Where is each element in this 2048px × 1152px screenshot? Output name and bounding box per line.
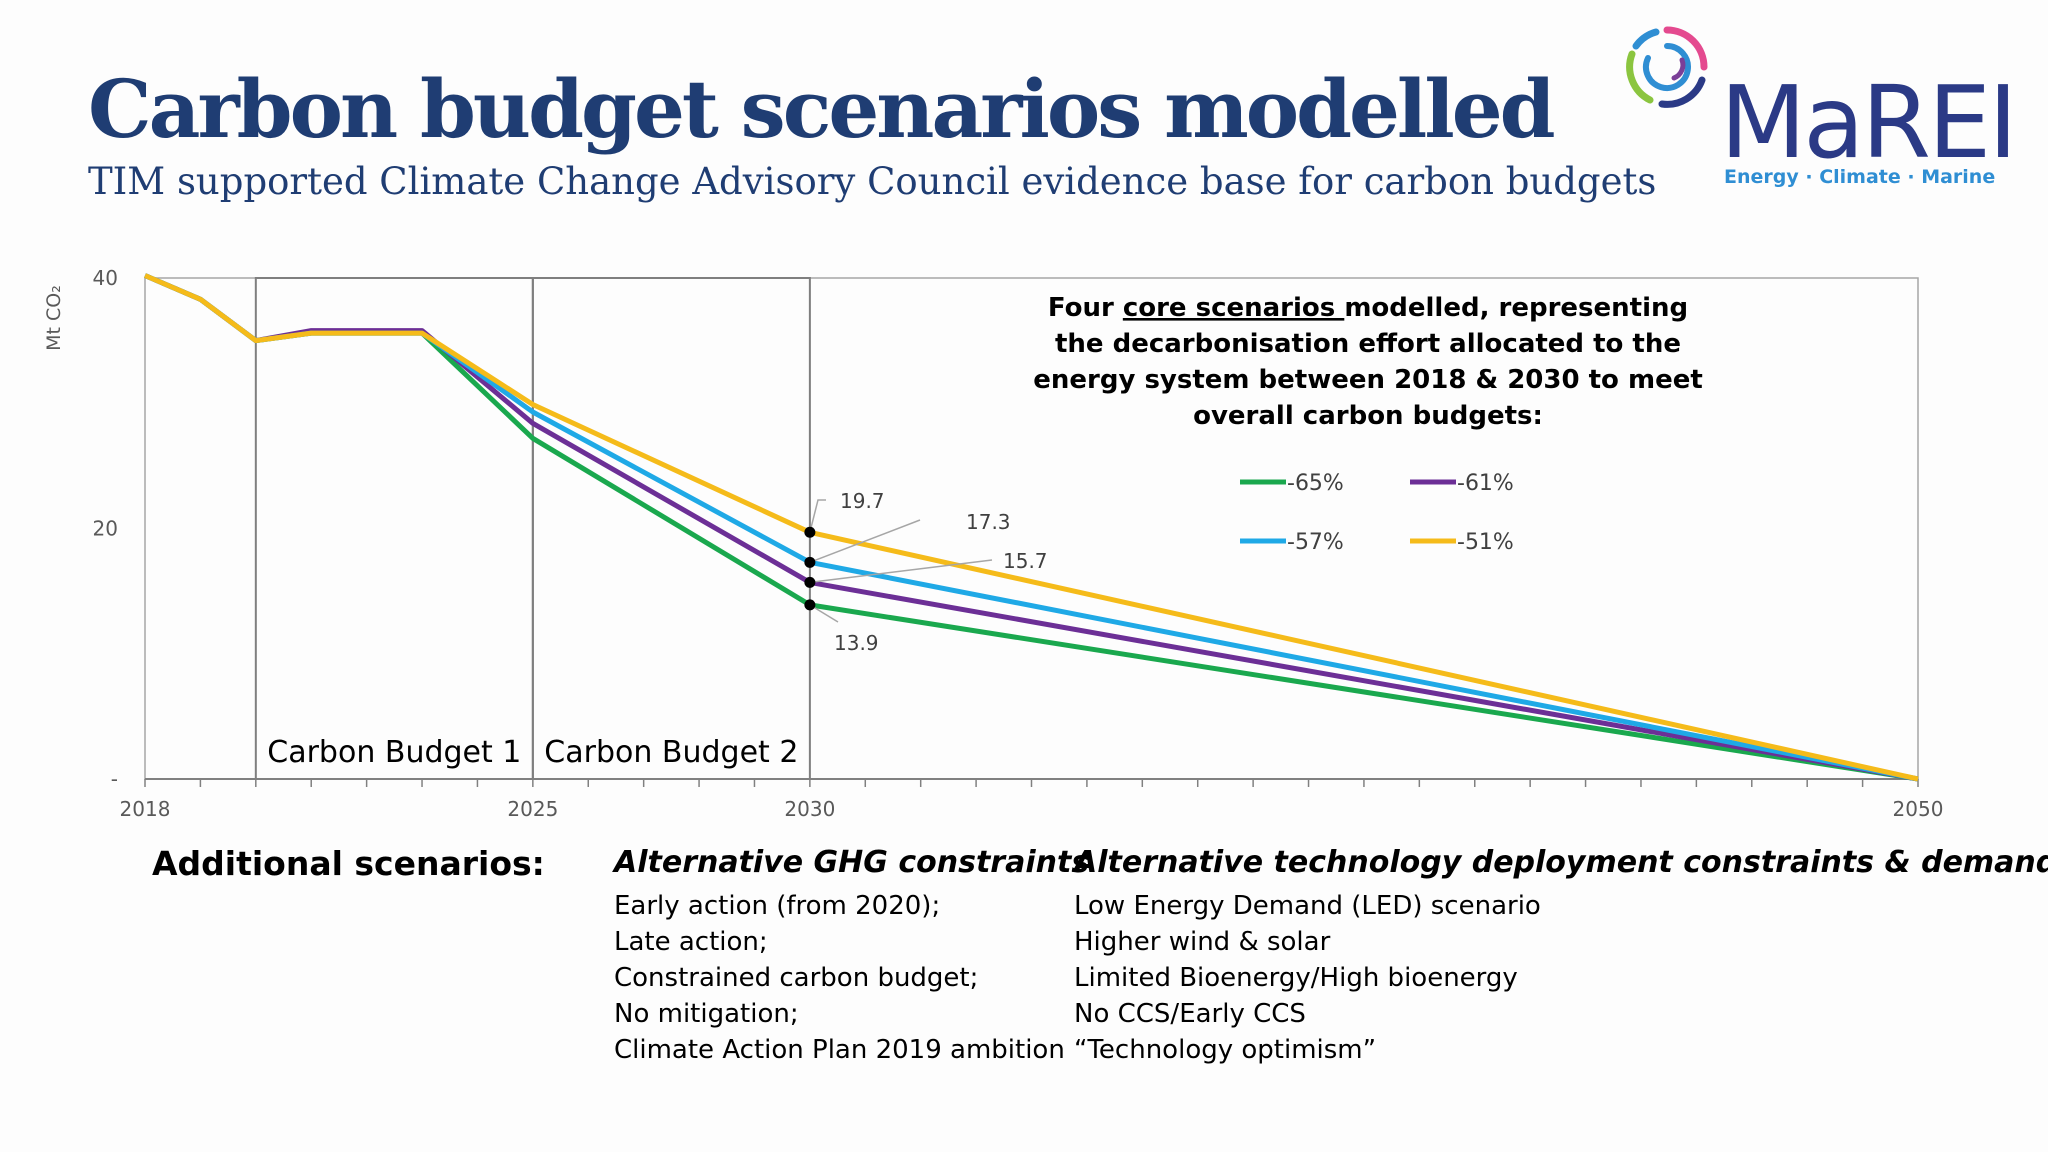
data-point-marker bbox=[804, 556, 816, 568]
marei-logo-mark-icon bbox=[1626, 26, 1708, 108]
list-item: Higher wind & solar bbox=[1074, 927, 1331, 957]
x-tick-label: 2025 bbox=[507, 797, 558, 821]
data-label-leader bbox=[809, 559, 993, 584]
data-point-marker bbox=[804, 576, 816, 588]
y-tick-label: - bbox=[111, 767, 118, 791]
data-point-marker bbox=[804, 599, 816, 611]
list-item: No mitigation; bbox=[614, 999, 799, 1029]
legend-label: -61% bbox=[1457, 471, 1514, 496]
logo-name: MaREI bbox=[1720, 64, 2018, 181]
annotation-line: the decarbonisation effort allocated to … bbox=[1055, 329, 1681, 359]
list-item: Late action; bbox=[614, 927, 768, 957]
data-label: 19.7 bbox=[840, 489, 885, 513]
legend-label: -57% bbox=[1287, 530, 1344, 555]
carbon-budget-box bbox=[531, 277, 811, 780]
page-title: Carbon budget scenarios modelled bbox=[88, 62, 1556, 156]
technology-constraints-column: Alternative technology deployment constr… bbox=[1074, 845, 2048, 1068]
list-item: Climate Action Plan 2019 ambition bbox=[614, 1035, 1065, 1065]
technology-constraints-heading: Alternative technology deployment constr… bbox=[1074, 845, 2048, 880]
technology-constraints-list: Low Energy Demand (LED) scenario Higher … bbox=[1074, 888, 2048, 1068]
data-label-leader bbox=[809, 519, 921, 564]
list-item: No CCS/Early CCS bbox=[1074, 999, 1306, 1029]
additional-scenarios-title: Additional scenarios: bbox=[152, 844, 545, 883]
list-item: Low Energy Demand (LED) scenario bbox=[1074, 891, 1541, 921]
annotation-line: overall carbon budgets: bbox=[1193, 401, 1543, 431]
annotation-line: energy system between 2018 & 2030 to mee… bbox=[1033, 365, 1703, 395]
ghg-constraints-column: Alternative GHG constraints Early action… bbox=[614, 845, 1089, 1068]
data-label: 15.7 bbox=[1003, 549, 1048, 573]
emissions-chart: Carbon Budget 1 Carbon Budget 2 2018 2025 20… bbox=[43, 266, 1944, 821]
y-tick-label: 40 bbox=[93, 266, 118, 290]
list-item: “Technology optimism” bbox=[1074, 1035, 1377, 1065]
carbon-budget-label: Carbon Budget 1 bbox=[267, 735, 521, 770]
page-subtitle: TIM supported Climate Change Advisory Co… bbox=[88, 160, 1657, 203]
list-item: Constrained carbon budget; bbox=[614, 963, 979, 993]
y-tick-label: 20 bbox=[93, 517, 118, 541]
legend-label: -65% bbox=[1287, 471, 1344, 496]
y-axis-label: Mt CO₂ bbox=[43, 285, 65, 351]
logo-tagline: Energy · Climate · Marine bbox=[1724, 166, 1996, 188]
data-label-leader bbox=[809, 499, 826, 533]
series-line bbox=[144, 273, 1919, 782]
ghg-constraints-list: Early action (from 2020); Late action; C… bbox=[614, 888, 1089, 1068]
list-item: Early action (from 2020); bbox=[614, 891, 941, 921]
list-item: Limited Bioenergy/High bioenergy bbox=[1074, 963, 1518, 993]
carbon-budget-label: Carbon Budget 2 bbox=[544, 735, 798, 770]
x-tick-label: 2018 bbox=[120, 797, 171, 821]
data-label: 13.9 bbox=[834, 631, 879, 655]
ghg-constraints-heading: Alternative GHG constraints bbox=[614, 845, 1090, 880]
carbon-budget-box bbox=[254, 277, 534, 780]
x-tick-label: 2030 bbox=[784, 797, 835, 821]
x-tick-label: 2050 bbox=[1893, 797, 1944, 821]
legend-label: -51% bbox=[1457, 530, 1514, 555]
data-point-marker bbox=[804, 526, 816, 538]
data-label: 17.3 bbox=[966, 510, 1011, 534]
marei-logo: MaREI Energy · Climate · Marine bbox=[1620, 18, 2020, 198]
annotation-line: Four core scenarios modelled, representi… bbox=[1048, 293, 1688, 323]
